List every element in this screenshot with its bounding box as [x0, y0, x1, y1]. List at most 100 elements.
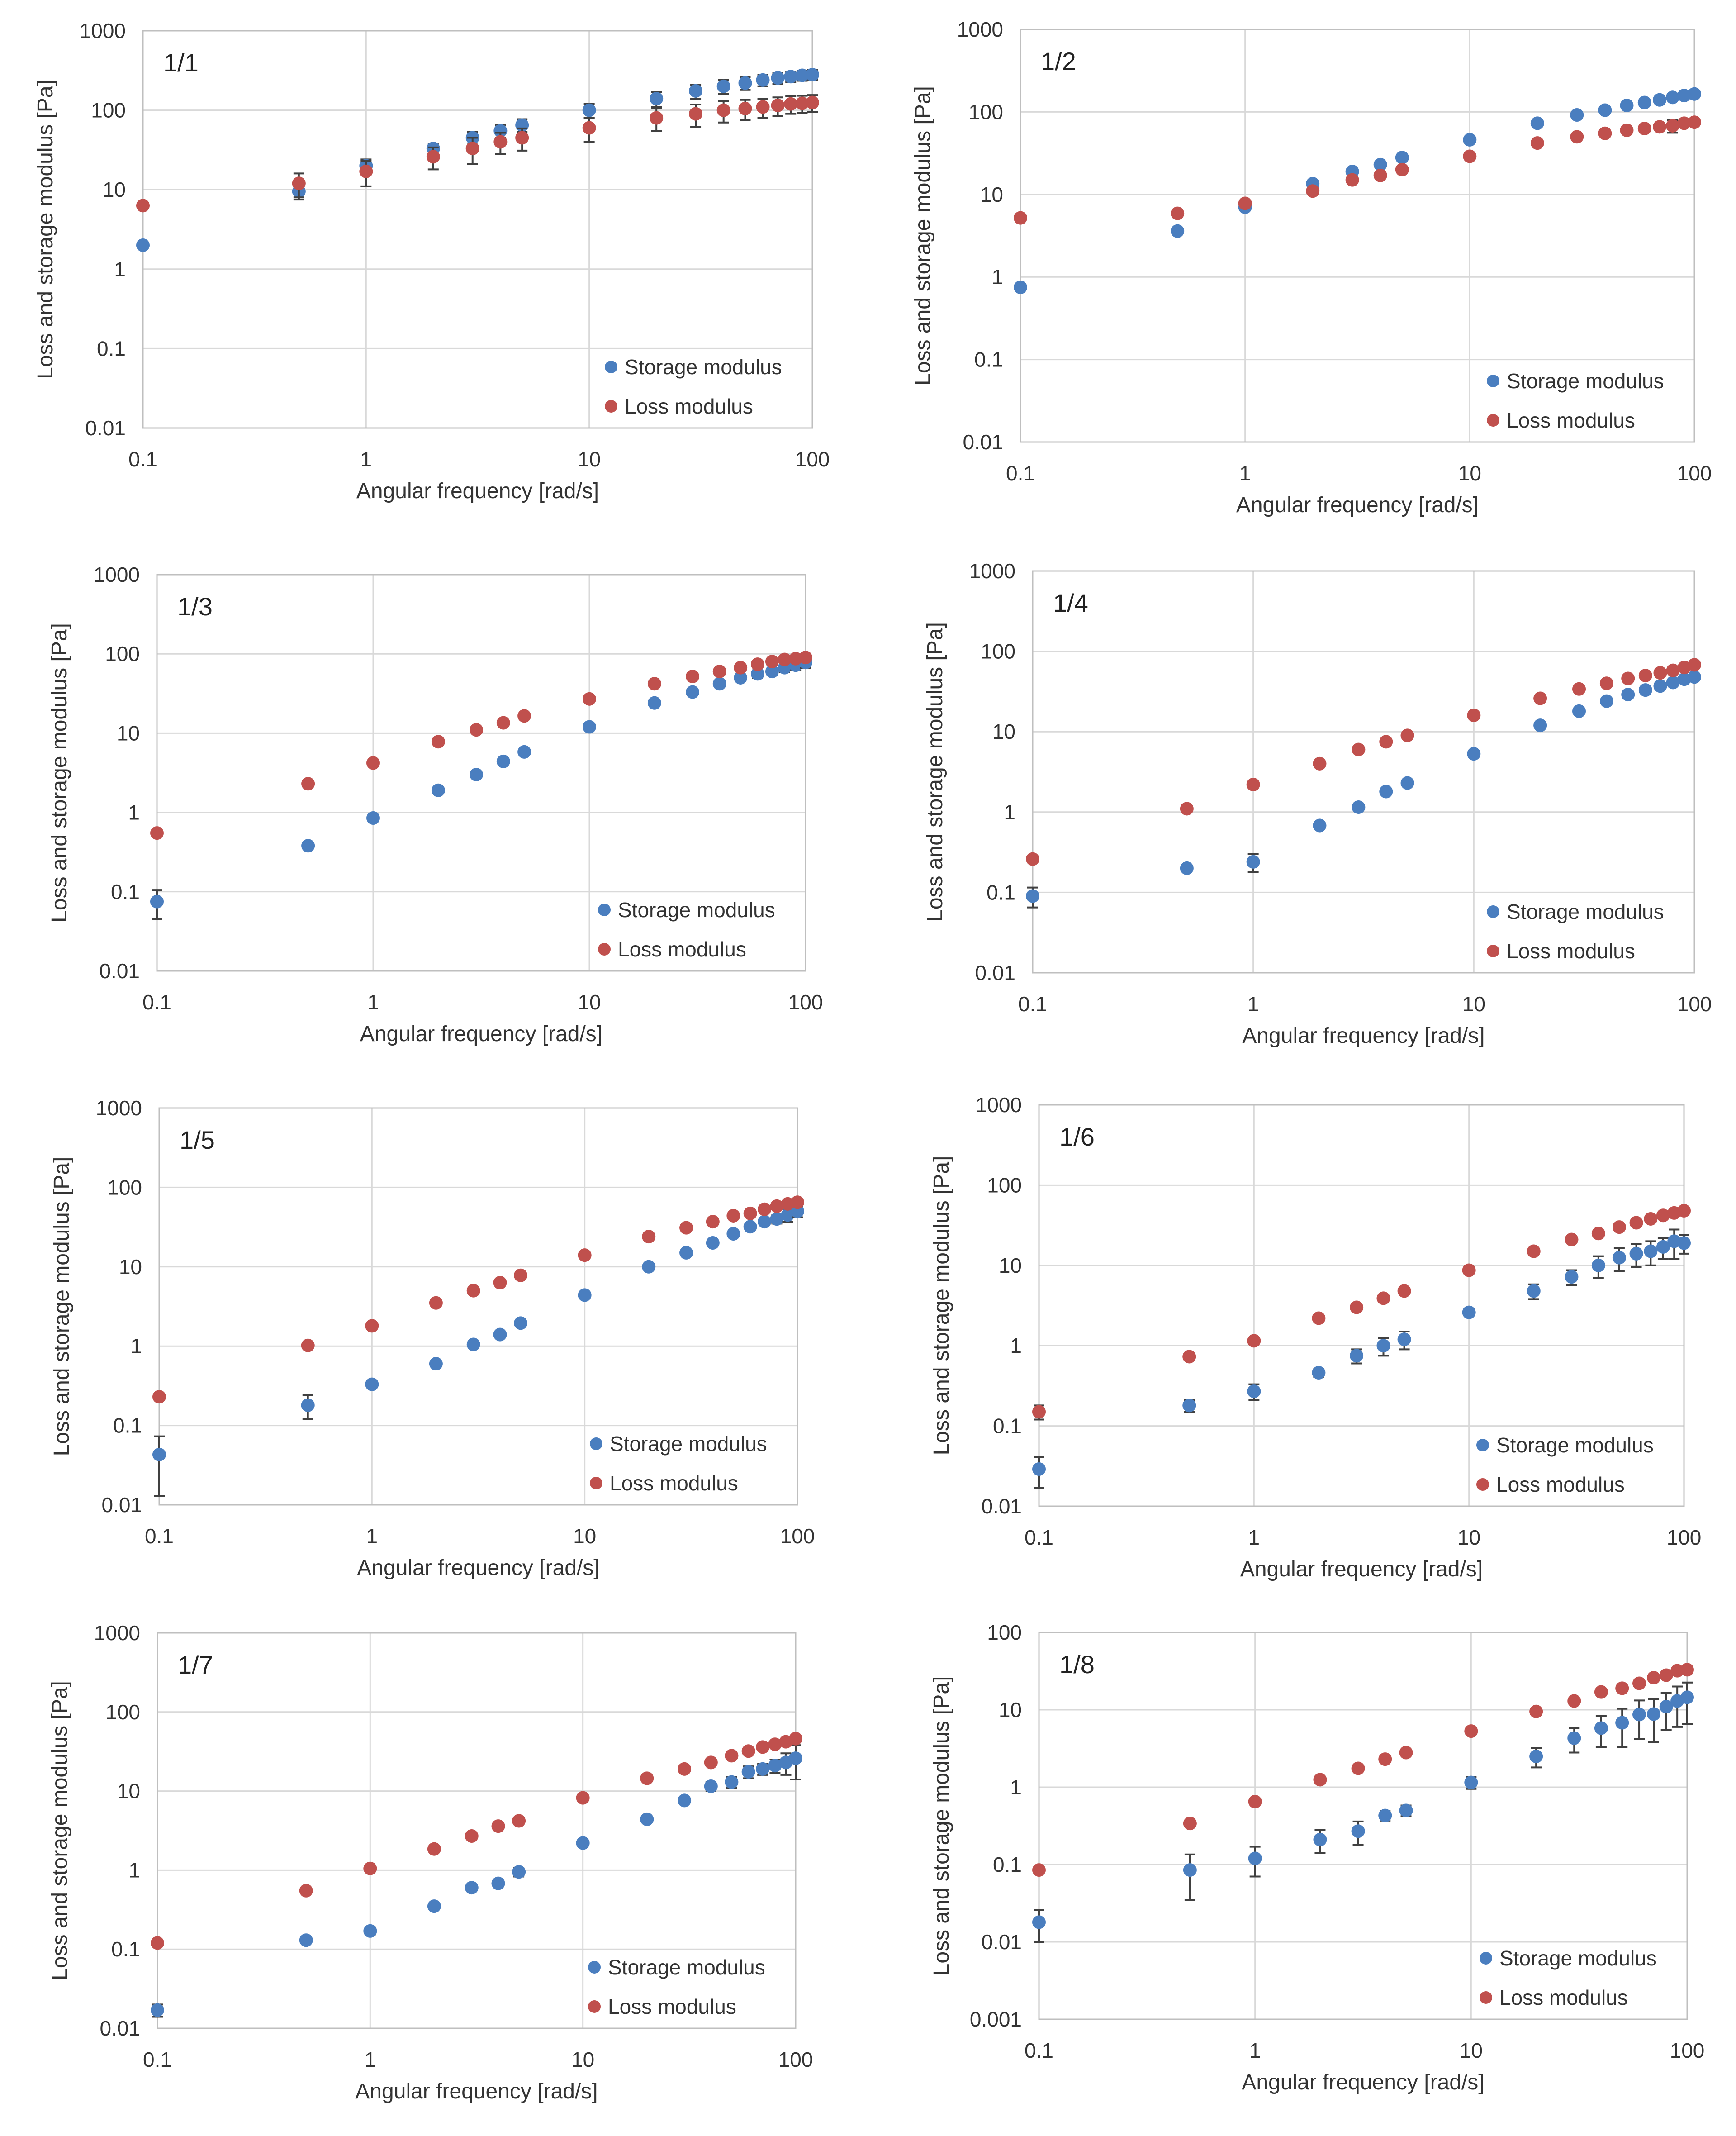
legend: Storage modulus Loss modulus	[1480, 1946, 1657, 2009]
storage-modulus-point	[1653, 93, 1667, 107]
storage-modulus-point	[741, 1765, 755, 1779]
storage-modulus-point	[1677, 672, 1691, 686]
storage-modulus-point	[756, 73, 770, 87]
storage-modulus-point	[301, 1398, 315, 1412]
x-tick-label: 10	[1460, 2039, 1483, 2062]
y-tick-label: 10	[980, 183, 1003, 206]
loss-modulus-point	[640, 1771, 654, 1785]
x-axis-title: Angular frequency [rad/s]	[1242, 2070, 1484, 2094]
loss-modulus-point	[1400, 728, 1414, 742]
storage-modulus-point	[1171, 224, 1185, 238]
storage-modulus-point	[1467, 747, 1481, 761]
loss-modulus-series	[136, 94, 819, 213]
loss-modulus-point	[1638, 669, 1652, 683]
loss-modulus-point	[678, 1762, 692, 1776]
storage-modulus-point	[1688, 87, 1701, 101]
storage-modulus-point	[363, 1924, 377, 1938]
loss-modulus-point	[366, 756, 380, 770]
storage-modulus-point	[301, 839, 315, 853]
loss-modulus-point	[1462, 1263, 1476, 1277]
loss-modulus-point	[576, 1791, 590, 1805]
y-tick-label: 0.001	[970, 2008, 1022, 2031]
loss-modulus-point	[1246, 777, 1260, 791]
panel-label: 1/1	[163, 48, 199, 77]
storage-modulus-point	[765, 665, 779, 679]
plot-frame	[1038, 1632, 1688, 2020]
loss-modulus-point	[1570, 130, 1584, 144]
legend: Storage modulus Loss modulus	[1487, 900, 1664, 963]
loss-modulus-point	[738, 101, 752, 115]
loss-modulus-point	[1395, 162, 1409, 176]
storage-modulus-point	[1527, 1284, 1541, 1298]
loss-modulus-point	[1248, 1794, 1262, 1808]
storage-modulus-point	[1632, 1708, 1646, 1722]
legend-storage-label: Storage modulus	[1507, 900, 1664, 923]
storage-modulus-point	[136, 238, 150, 252]
loss-modulus-point	[1527, 1244, 1541, 1258]
loss-modulus-point	[704, 1755, 718, 1770]
storage-modulus-point	[704, 1779, 718, 1793]
loss-modulus-point	[426, 150, 440, 164]
y-tick-label: 0.1	[993, 1414, 1022, 1438]
plot-frame	[1020, 29, 1695, 443]
storage-modulus-point	[1350, 1349, 1364, 1363]
loss-modulus-point	[1376, 1291, 1390, 1305]
storage-modulus-point	[493, 1327, 507, 1342]
storage-modulus-point	[1599, 694, 1613, 708]
loss-modulus-point	[795, 96, 809, 110]
storage-modulus-point	[1313, 818, 1327, 833]
legend-loss-marker	[1487, 414, 1499, 427]
legend-loss-marker	[588, 2000, 601, 2013]
loss-modulus-point	[1351, 1761, 1365, 1775]
x-tick-label: 10	[578, 990, 601, 1014]
x-tick-label: 1	[367, 990, 379, 1014]
loss-modulus-point	[582, 121, 596, 135]
legend-loss-label: Loss modulus	[610, 1471, 738, 1495]
y-tick-label: 0.1	[993, 1853, 1022, 1876]
x-tick-label: 0.1	[1025, 1526, 1053, 1549]
storage-modulus-point	[1183, 1863, 1197, 1877]
legend-loss-marker	[1480, 1991, 1492, 2004]
storage-modulus-point	[496, 754, 510, 768]
legend-loss-marker	[598, 943, 611, 956]
storage-modulus-point	[1656, 1240, 1670, 1254]
storage-modulus-point	[1182, 1399, 1196, 1413]
y-axis-title: Loss and storage modulus [Pa]	[930, 1156, 953, 1456]
storage-modulus-series	[1026, 670, 1701, 909]
panel-label: 1/8	[1059, 1650, 1095, 1679]
loss-modulus-point	[491, 1819, 505, 1833]
loss-modulus-series	[1032, 1663, 1694, 1877]
storage-modulus-point	[1638, 683, 1652, 697]
legend-storage-marker	[605, 361, 617, 373]
loss-modulus-point	[1026, 852, 1039, 866]
storage-modulus-point	[734, 671, 748, 685]
loss-modulus-point	[466, 1284, 480, 1298]
y-tick-label: 100	[968, 100, 1003, 124]
y-tick-label: 1	[1004, 800, 1015, 824]
loss-modulus-point	[1397, 1284, 1411, 1298]
storage-modulus-point	[470, 768, 484, 782]
loss-modulus-point	[1345, 173, 1359, 187]
legend-storage-label: Storage modulus	[618, 898, 775, 922]
loss-modulus-point	[1629, 1216, 1643, 1230]
storage-modulus-point	[1598, 103, 1612, 117]
loss-modulus-point	[726, 1208, 740, 1223]
y-axis-title: Loss and storage modulus [Pa]	[33, 80, 57, 379]
storage-modulus-point	[1464, 1775, 1478, 1789]
loss-modulus-point	[1656, 1208, 1670, 1223]
x-tick-label: 0.1	[143, 2048, 172, 2071]
storage-modulus-point	[578, 1288, 592, 1302]
storage-modulus-point	[768, 1759, 782, 1773]
storage-modulus-point	[1247, 1384, 1261, 1399]
storage-modulus-point	[1644, 1244, 1658, 1258]
loss-modulus-point	[493, 1275, 507, 1289]
y-tick-label: 1000	[80, 19, 126, 43]
x-tick-label: 0.1	[1018, 992, 1047, 1016]
storage-modulus-point	[738, 76, 752, 90]
loss-modulus-point	[784, 97, 798, 111]
loss-modulus-point	[1653, 666, 1667, 680]
storage-modulus-point	[678, 1793, 692, 1808]
